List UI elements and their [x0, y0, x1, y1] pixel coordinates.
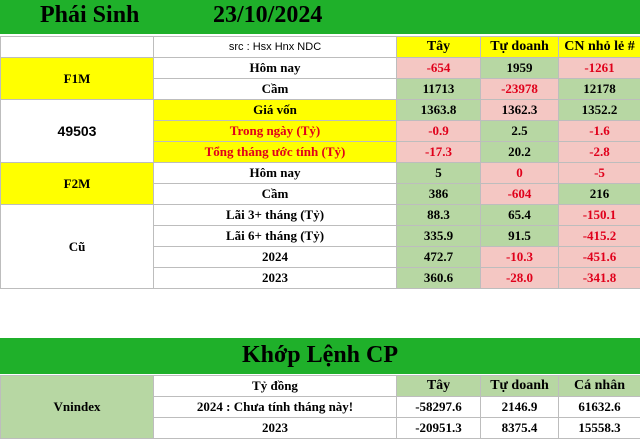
cell-value: 386 [397, 184, 481, 205]
row-label: Hôm nay [154, 163, 397, 184]
row-label: Tổng tháng ước tính (Tỷ) [154, 142, 397, 163]
cell-value: -451.6 [559, 247, 640, 268]
row-label: 2024 [154, 247, 397, 268]
header-row: src : Hsx Hnx NDC Tây Tự doanh CN nhỏ lẻ… [1, 37, 640, 58]
section-label-open-interest: 49503 [1, 100, 154, 163]
cell-value: 0 [481, 163, 559, 184]
cell-value: 61632.6 [559, 397, 640, 418]
cell-value: -23978 [481, 79, 559, 100]
col-header-foreign: Tây [397, 376, 481, 397]
cell-value: -341.8 [559, 268, 640, 289]
cell-value: -1.6 [559, 121, 640, 142]
col-header-proprietary: Tự doanh [481, 37, 559, 58]
col-header-retail: CN nhỏ lẻ # [559, 37, 640, 58]
col-header-individual: Cá nhân [559, 376, 640, 397]
row-label: Lãi 3+ tháng (Tỷ) [154, 205, 397, 226]
row-label: Cầm [154, 79, 397, 100]
cell-value: 1352.2 [559, 100, 640, 121]
cell-value: 216 [559, 184, 640, 205]
row-label: Cầm [154, 184, 397, 205]
row-label: 2024 : Chưa tính tháng này! [154, 397, 397, 418]
row-label: Trong ngày (Tỷ) [154, 121, 397, 142]
source-note: src : Hsx Hnx NDC [154, 37, 397, 58]
cell-value: 20.2 [481, 142, 559, 163]
cell-value: 1363.8 [397, 100, 481, 121]
cell-value: 11713 [397, 79, 481, 100]
cell-value: -20951.3 [397, 418, 481, 439]
matching-banner: Khớp Lệnh CP [0, 338, 640, 374]
cell-value: -10.3 [481, 247, 559, 268]
row-label: Lãi 6+ tháng (Tỷ) [154, 226, 397, 247]
stock-matching-table: Vnindex Tỷ đồng Tây Tự doanh Cá nhân 202… [0, 375, 640, 439]
matching-title: Khớp Lệnh CP [0, 342, 640, 369]
header-banner: Phái Sinh 23/10/2024 [0, 0, 640, 34]
cell-value: -150.1 [559, 205, 640, 226]
cell-value: 15558.3 [559, 418, 640, 439]
cell-value: -604 [481, 184, 559, 205]
table-row: 49503 Giá vốn 1363.8 1362.3 1352.2 [1, 100, 640, 121]
header-row: Vnindex Tỷ đồng Tây Tự doanh Cá nhân [1, 376, 640, 397]
cell-value: 1959 [481, 58, 559, 79]
cell-value: -1261 [559, 58, 640, 79]
table-row: F2M Hôm nay 5 0 -5 [1, 163, 640, 184]
cell-value: 360.6 [397, 268, 481, 289]
cell-value: 2.5 [481, 121, 559, 142]
cell-value: -58297.6 [397, 397, 481, 418]
col-header-proprietary: Tự doanh [481, 376, 559, 397]
cell-value: -28.0 [481, 268, 559, 289]
date-label: 23/10/2024 [213, 2, 322, 29]
cell-value: -0.9 [397, 121, 481, 142]
cell-value: 65.4 [481, 205, 559, 226]
section-label-vnindex: Vnindex [1, 376, 154, 439]
table-row: F1M Hôm nay -654 1959 -1261 [1, 58, 640, 79]
table-row: Cũ Lãi 3+ tháng (Tỷ) 88.3 65.4 -150.1 [1, 205, 640, 226]
derivatives-table: src : Hsx Hnx NDC Tây Tự doanh CN nhỏ lẻ… [0, 36, 640, 289]
row-label: 2023 [154, 268, 397, 289]
cell-value: 1362.3 [481, 100, 559, 121]
cell-value: 5 [397, 163, 481, 184]
cell-value: 12178 [559, 79, 640, 100]
col-header-foreign: Tây [397, 37, 481, 58]
cell-value: -17.3 [397, 142, 481, 163]
cell-value: -2.8 [559, 142, 640, 163]
cell-value: 335.9 [397, 226, 481, 247]
unit-label: Tỷ đồng [154, 376, 397, 397]
cell-value: -654 [397, 58, 481, 79]
cell-value: 91.5 [481, 226, 559, 247]
section-label-old: Cũ [1, 205, 154, 289]
row-label: 2023 [154, 418, 397, 439]
page-title: Phái Sinh [40, 2, 139, 29]
cell-value: -5 [559, 163, 640, 184]
row-label: Hôm nay [154, 58, 397, 79]
empty-header-cell [1, 37, 154, 58]
cell-value: 2146.9 [481, 397, 559, 418]
cell-value: 472.7 [397, 247, 481, 268]
cell-value: 8375.4 [481, 418, 559, 439]
section-label-f1m: F1M [1, 58, 154, 100]
section-label-f2m: F2M [1, 163, 154, 205]
cell-value: 88.3 [397, 205, 481, 226]
row-label: Giá vốn [154, 100, 397, 121]
cell-value: -415.2 [559, 226, 640, 247]
